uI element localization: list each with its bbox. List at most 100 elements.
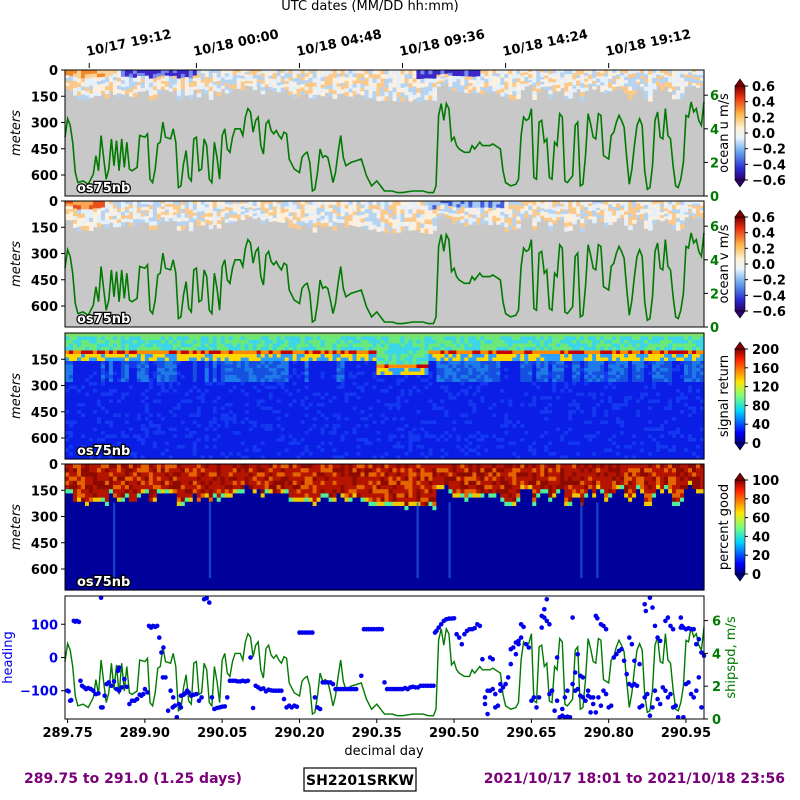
heatmap-cell [276, 368, 282, 373]
heatmap-cell [296, 434, 302, 439]
heatmap-cell [288, 354, 294, 359]
heatmap-cell [184, 333, 190, 338]
heatmap-cell [300, 350, 306, 355]
heatmap-cell [160, 403, 166, 408]
heatmap-cell [112, 223, 118, 228]
heatmap-cell [65, 368, 70, 373]
heatmap-cell [184, 368, 190, 373]
heatmap-cell [228, 85, 234, 90]
heatmap-cell [180, 406, 186, 411]
heatmap-cell [332, 361, 338, 366]
heatmap-cell [168, 389, 174, 394]
heatmap-cell [72, 389, 78, 394]
heatmap-cell [88, 77, 94, 83]
heatmap-cell [384, 70, 390, 75]
heatmap-cell [336, 431, 342, 436]
heatmap-cell [664, 72, 669, 76]
heatmap-cell [300, 455, 306, 460]
heatmap-cell [476, 85, 481, 90]
heatmap-cell [296, 343, 302, 348]
heatmap-cell [132, 208, 138, 213]
heatmap-cell [84, 336, 90, 341]
heatmap-cell [76, 424, 82, 429]
heatmap-cell [332, 217, 338, 223]
heatmap-cell [392, 91, 398, 97]
heatmap-cell [200, 221, 206, 226]
heatmap-cell [628, 201, 633, 206]
heatmap-cell [672, 204, 677, 210]
heatmap-cell [500, 219, 505, 224]
heatmap-cell [176, 361, 182, 366]
heatmap-cell [65, 354, 70, 359]
heatmap-cell [208, 343, 214, 348]
heatmap-cell [644, 90, 649, 96]
heatmap-cell [592, 219, 597, 224]
heatmap-cell [244, 205, 250, 209]
heatmap-cell [228, 375, 234, 380]
heatmap-cell [232, 375, 238, 380]
heatmap-cell [196, 215, 202, 220]
heatmap-cell [460, 210, 465, 214]
heatmap-cell [88, 448, 94, 453]
heatmap-cell [212, 403, 218, 408]
heatmap-cell [600, 73, 605, 77]
heatmap-cell [284, 70, 290, 74]
heatmap-cell [528, 74, 533, 77]
heatmap-cell [132, 445, 138, 450]
heatmap-cell [340, 207, 346, 211]
heatmap-cell [676, 74, 681, 79]
heatmap-cell [180, 343, 186, 348]
heatmap-cell [248, 70, 254, 73]
heatmap-cell [660, 70, 665, 74]
heatmap-cell [384, 209, 390, 215]
heatmap-cell [268, 399, 274, 404]
heatmap-cell [308, 410, 314, 415]
heatmap-cell [136, 213, 142, 217]
heatmap-cell [368, 213, 374, 218]
heatmap-cell [80, 389, 86, 394]
heatmap-cell [224, 452, 230, 457]
heatmap-cell [144, 215, 150, 220]
heatmap-cell [276, 201, 282, 205]
heatmap-cell [328, 343, 334, 348]
heatmap-cell [96, 354, 102, 359]
heatmap-cell [636, 203, 641, 207]
heatmap-cell [332, 364, 338, 369]
heatmap-cell [148, 78, 154, 84]
heatmap-cell [68, 84, 74, 88]
heatmap-cell [592, 72, 597, 76]
heatmap-cell [248, 343, 254, 348]
heatmap-cell [212, 385, 218, 390]
heatmap-cell [332, 389, 338, 394]
heatmap-cell [620, 201, 625, 204]
heatmap-cell [68, 385, 74, 390]
heatmap-cell [308, 434, 314, 439]
heatmap-cell [592, 210, 597, 214]
heatmap-cell [248, 213, 254, 217]
heatmap-cell [224, 413, 230, 418]
heatmap-cell [152, 445, 158, 450]
heatmap-cell [240, 413, 246, 418]
heatmap-cell [352, 364, 358, 369]
heatmap-cell [236, 201, 242, 205]
heatmap-cell [408, 83, 414, 89]
heatmap-cell [104, 413, 110, 418]
heatmap-cell [96, 452, 102, 457]
heatmap-cell [92, 340, 98, 345]
heatmap-cell [176, 368, 182, 373]
panel-frame [64, 69, 705, 197]
heatmap-cell [528, 212, 533, 216]
heatmap-cell [648, 92, 653, 98]
heatmap-cell [65, 392, 70, 397]
heatmap-cell [256, 403, 262, 408]
heatmap-cell [604, 83, 609, 88]
heatmap-cell [208, 382, 214, 387]
heatmap-cell [296, 455, 302, 460]
heatmap-cell [680, 85, 685, 90]
heatmap-cell [260, 382, 266, 387]
heatmap-cell [332, 375, 338, 380]
heatmap-cell [152, 350, 158, 355]
heatmap-cell [224, 424, 230, 429]
depth-tick-label: 0 [49, 195, 58, 210]
heatmap-cell [308, 81, 314, 87]
